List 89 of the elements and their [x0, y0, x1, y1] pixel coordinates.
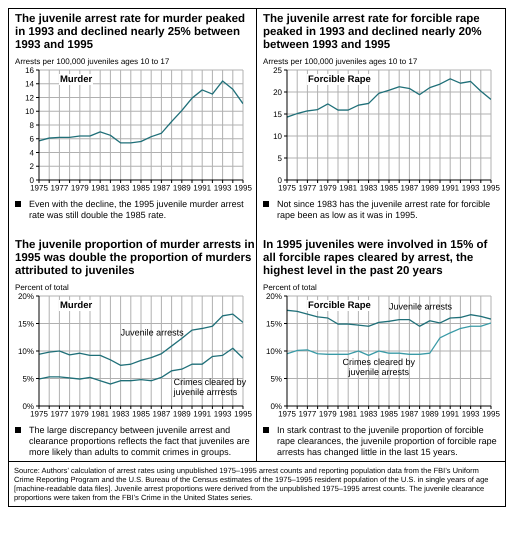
annotation: Murder — [59, 74, 94, 85]
y-axis-title: Arrests per 100,000 juveniles ages 10 to 17 — [15, 57, 170, 66]
y-tick-label: 10% — [18, 346, 34, 356]
x-tick-label: 1977 — [50, 410, 69, 419]
x-tick-label: 1987 — [152, 410, 171, 419]
x-tick-label: 1991 — [193, 410, 212, 419]
x-tick-label: 1979 — [70, 410, 90, 419]
text: Even with the decline, the 1995 juvenile murder arrest rate was still double the 1985 rate. — [29, 199, 245, 222]
y-tick-label: 6 — [30, 134, 35, 144]
x-tick-label: 1985 — [132, 184, 150, 193]
series-label: Juvenile arrests — [389, 301, 453, 312]
text: In stark contrast to the juvenile proportion of forcible rape clearances, the juvenile proportion of forcible rape arrests has changed little in the last 15 years. — [277, 425, 498, 459]
chart-title: In 1995 juveniles were involved in 15% of all forcible rapes cleared by arrest, the highest level in the past 20 years — [263, 239, 488, 279]
x-tick-label: 1989 — [420, 184, 440, 193]
x-tick-label: 1977 — [298, 410, 317, 419]
x-tick-label: 1983 — [360, 184, 378, 193]
x-tick-label: 1983 — [112, 410, 130, 419]
x-tick-label: 1991 — [441, 184, 460, 193]
y-tick-label: 10 — [273, 132, 283, 141]
x-tick-label: 1993 — [214, 184, 232, 193]
x-tick-label: 1991 — [441, 410, 460, 419]
y-tick-label: 12 — [25, 93, 35, 102]
y-tick-label: 0 — [30, 176, 35, 185]
x-tick-label: 1995 — [234, 184, 252, 193]
x-tick-label: 1993 — [214, 410, 232, 419]
x-tick-label: 1981 — [339, 410, 358, 419]
x-tick-label: 1983 — [112, 184, 130, 193]
y-tick-label: 0% — [270, 402, 282, 411]
x-tick-label: 1975 — [278, 184, 296, 193]
y-tick-label: 15 — [273, 110, 283, 119]
chart-title: The juvenile arrest rate for forcible rape peaked in 1993 and declined nearly 20% between 1993 and 1995 — [263, 13, 483, 53]
x-tick-label: 1989 — [172, 410, 192, 419]
y-tick-label: 15% — [266, 319, 282, 328]
x-tick-label: 1985 — [380, 410, 398, 419]
x-tick-label: 1983 — [360, 410, 378, 419]
x-tick-label: 1987 — [400, 410, 419, 419]
text: The large discrepancy between juvenile arrest and clearance proportions reflects the fact that juveniles are more likely than adults to commit crimes in groups. — [29, 425, 251, 459]
y-tick-label: 2 — [30, 162, 35, 172]
x-tick-label: 1985 — [380, 184, 398, 193]
x-tick-label: 1991 — [193, 184, 212, 193]
y-tick-label: 5 — [278, 154, 283, 163]
y-tick-label: 16 — [25, 66, 35, 75]
text: Not since 1983 has the juvenile arrest rate for forcible rape been as low as it was in 1995. — [277, 199, 492, 222]
y-tick-label: 4 — [30, 148, 35, 158]
x-tick-label: 1985 — [132, 410, 150, 419]
series-label: Crimes cleared by juvenile arrrests — [172, 376, 247, 397]
x-tick-label: 1979 — [318, 184, 338, 193]
x-tick-label: 1989 — [172, 184, 192, 193]
y-axis-title: Percent of total — [263, 283, 318, 292]
x-tick-label: 1995 — [234, 410, 252, 419]
chart-title: The juvenile arrest rate for murder peaked in 1993 and declined nearly 25% between 1993 and 1995 — [15, 13, 246, 53]
series-label: Juvenile arrests — [120, 327, 184, 338]
x-tick-label: 1981 — [91, 410, 110, 419]
annotation: Forcible Rape — [307, 74, 372, 85]
y-tick-label: 10% — [266, 346, 282, 356]
x-tick-label: 1975 — [30, 184, 48, 193]
x-tick-label: 1993 — [462, 410, 480, 419]
x-tick-label: 1995 — [482, 184, 500, 193]
x-tick-label: 1977 — [298, 184, 317, 193]
chart-title: The juvenile proportion of murder arrests in 1995 was double the proportion of murders attributed to juveniles — [15, 239, 255, 279]
y-tick-label: 8 — [30, 120, 35, 130]
annotation: Murder — [59, 300, 94, 311]
y-tick-label: 15% — [18, 319, 34, 328]
y-tick-label: 20% — [266, 292, 282, 301]
series-label: Crimes cleared by juvenile arrests — [342, 357, 416, 377]
x-tick-label: 1995 — [482, 410, 500, 419]
y-tick-label: 20 — [273, 88, 283, 97]
x-tick-label: 1981 — [91, 184, 110, 193]
y-tick-label: 10 — [25, 107, 35, 116]
y-tick-label: 5% — [270, 374, 282, 384]
y-axis-title: Percent of total — [15, 283, 70, 292]
y-tick-label: 20% — [18, 292, 34, 301]
y-tick-label: 14 — [25, 80, 35, 89]
x-tick-label: 1993 — [462, 184, 480, 193]
annotation: Forcible Rape — [307, 300, 372, 311]
x-tick-label: 1975 — [278, 410, 296, 419]
y-tick-label: 25 — [273, 66, 283, 75]
x-tick-label: 1979 — [318, 410, 338, 419]
x-tick-label: 1981 — [339, 184, 358, 193]
x-tick-label: 1979 — [70, 184, 90, 193]
y-tick-label: 5% — [22, 374, 34, 384]
x-tick-label: 1989 — [420, 410, 440, 419]
y-axis-title: Arrests per 100,000 juveniles ages 10 to 17 — [263, 57, 418, 66]
y-tick-label: 0 — [278, 176, 283, 185]
y-tick-label: 0% — [22, 402, 34, 411]
x-tick-label: 1977 — [50, 184, 69, 193]
x-tick-label: 1975 — [30, 410, 48, 419]
x-tick-label: 1987 — [400, 184, 419, 193]
x-tick-label: 1987 — [152, 184, 171, 193]
